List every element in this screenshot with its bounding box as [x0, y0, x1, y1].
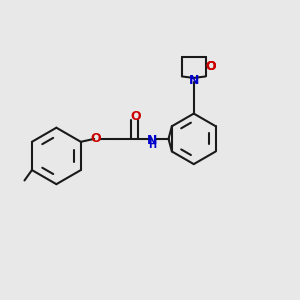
Text: N: N — [189, 74, 199, 86]
Text: O: O — [205, 60, 216, 73]
Text: O: O — [206, 60, 216, 73]
Text: O: O — [130, 110, 141, 123]
Text: H: H — [148, 140, 156, 150]
Text: N: N — [147, 134, 157, 147]
Text: O: O — [90, 132, 101, 146]
